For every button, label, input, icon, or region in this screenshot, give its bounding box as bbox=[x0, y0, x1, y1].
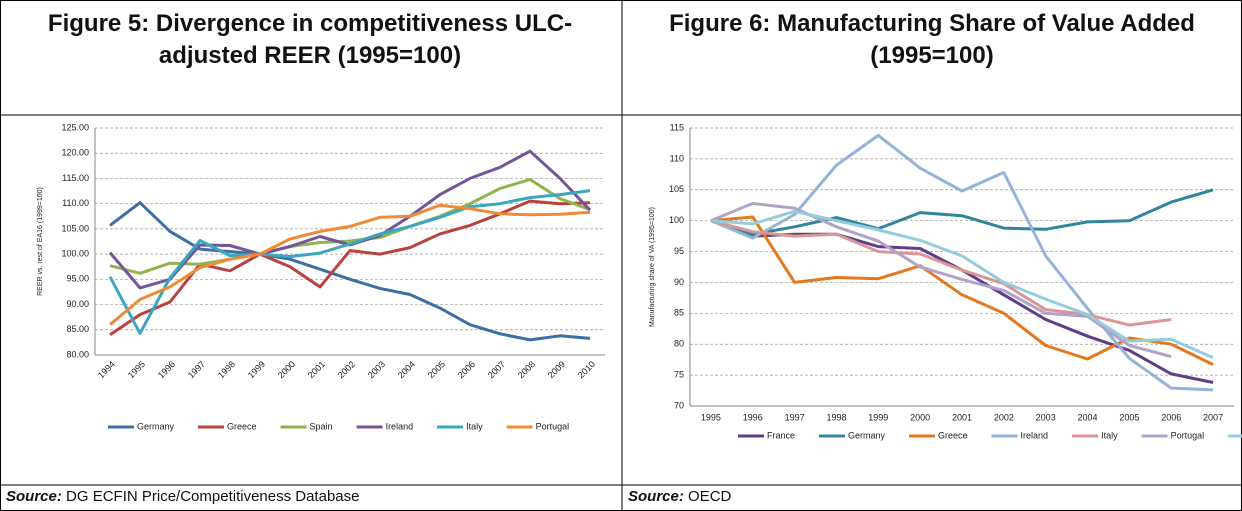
x-tick-label: 2006 bbox=[1161, 412, 1181, 422]
x-tick-label: 2010 bbox=[576, 359, 597, 380]
y-tick-label: 85.00 bbox=[66, 324, 89, 334]
legend-label: Germany bbox=[137, 421, 175, 431]
x-tick-label: 2000 bbox=[276, 359, 297, 380]
legend-label: Greece bbox=[227, 421, 257, 431]
x-tick-label: 2004 bbox=[396, 359, 417, 380]
y-axis-label: Manufacturing share of VA (1995=100) bbox=[649, 207, 656, 327]
y-tick-label: 125.00 bbox=[61, 122, 89, 132]
x-tick-label: 2008 bbox=[516, 359, 537, 380]
x-tick-label: 2000 bbox=[910, 412, 930, 422]
series-line bbox=[710, 188, 1214, 236]
y-tick-label: 75 bbox=[674, 369, 684, 379]
y-tick-label: 95 bbox=[674, 246, 684, 256]
source-note: Source: DG ECFIN Price/Competitiveness D… bbox=[6, 488, 359, 505]
y-tick-label: 95.00 bbox=[66, 274, 89, 284]
x-tick-label: 2007 bbox=[1203, 412, 1223, 422]
x-tick-label: 1995 bbox=[126, 359, 147, 380]
series-line bbox=[109, 201, 591, 342]
x-tick-label: 2005 bbox=[1119, 412, 1139, 422]
y-tick-label: 100.00 bbox=[61, 248, 89, 258]
source-label: Source: bbox=[6, 488, 62, 505]
legend-label: Germany bbox=[848, 430, 886, 440]
legend-label: France bbox=[767, 430, 795, 440]
x-tick-label: 2009 bbox=[546, 359, 567, 380]
x-tick-label: 2006 bbox=[456, 359, 477, 380]
y-tick-label: 115 bbox=[670, 122, 684, 132]
x-tick-label: 2001 bbox=[952, 412, 972, 422]
series-line bbox=[109, 203, 591, 326]
x-tick-label: 2007 bbox=[486, 359, 507, 380]
x-tick-label: 1994 bbox=[96, 359, 117, 380]
legend-label: Greece bbox=[938, 430, 968, 440]
x-tick-label: 1998 bbox=[216, 359, 237, 380]
x-tick-label: 1999 bbox=[246, 359, 267, 380]
y-tick-label: 80.00 bbox=[66, 349, 89, 359]
y-tick-label: 110 bbox=[670, 153, 684, 163]
series-line bbox=[108, 189, 591, 335]
x-tick-label: 2002 bbox=[994, 412, 1014, 422]
x-tick-label: 2003 bbox=[1036, 412, 1056, 422]
y-tick-label: 90.00 bbox=[66, 299, 89, 309]
source-label: Source: bbox=[628, 488, 684, 505]
y-tick-label: 115.00 bbox=[62, 173, 89, 183]
y-tick-label: 90 bbox=[674, 277, 684, 287]
x-tick-label: 2001 bbox=[306, 359, 327, 380]
series-line bbox=[710, 219, 1214, 384]
series-line bbox=[108, 149, 592, 290]
legend-label: Ireland bbox=[386, 421, 414, 431]
series-line bbox=[710, 215, 1214, 366]
x-tick-label: 1996 bbox=[743, 412, 763, 422]
figure-title: Figure 5: Divergence in competitiveness … bbox=[47, 10, 573, 69]
y-tick-label: 85 bbox=[674, 308, 684, 318]
legend-label: Spain bbox=[310, 421, 333, 431]
y-axis-label: REER vs. rest of EA16 (1999=100) bbox=[37, 187, 44, 296]
y-tick-label: 100 bbox=[669, 215, 684, 225]
x-tick-label: 1997 bbox=[785, 412, 805, 422]
series-line bbox=[710, 209, 1214, 360]
x-tick-label: 1999 bbox=[868, 412, 888, 422]
x-tick-label: 2005 bbox=[426, 359, 447, 380]
y-tick-label: 70 bbox=[674, 400, 684, 410]
y-tick-label: 105 bbox=[669, 184, 684, 194]
legend-label: Portugal bbox=[1171, 430, 1205, 440]
legend-label: Italy bbox=[466, 421, 483, 431]
x-tick-label: 1995 bbox=[701, 412, 721, 422]
x-tick-label: 1998 bbox=[826, 412, 846, 422]
legend-label: Portugal bbox=[536, 421, 570, 431]
series-line bbox=[109, 199, 591, 337]
source-text: OECD bbox=[688, 488, 732, 505]
x-tick-label: 2003 bbox=[366, 359, 387, 380]
x-tick-label: 1996 bbox=[156, 359, 177, 380]
source-text: DG ECFIN Price/Competitiveness Database bbox=[66, 488, 360, 505]
legend-label: Ireland bbox=[1021, 430, 1049, 440]
series-line bbox=[710, 133, 1214, 392]
x-tick-label: 2002 bbox=[336, 359, 357, 380]
figure-title: Figure 6: Manufacturing Share of Value A… bbox=[669, 10, 1195, 69]
y-tick-label: 80 bbox=[674, 339, 684, 349]
x-tick-label: 2004 bbox=[1078, 412, 1098, 422]
series-line bbox=[710, 219, 1172, 327]
series-line bbox=[109, 178, 591, 275]
source-note: Source: OECD bbox=[628, 488, 731, 505]
y-tick-label: 110.00 bbox=[62, 198, 89, 208]
legend-label: Italy bbox=[1101, 430, 1118, 440]
y-tick-label: 120.00 bbox=[61, 148, 89, 158]
y-tick-label: 105.00 bbox=[61, 223, 89, 233]
x-tick-label: 1997 bbox=[186, 359, 207, 380]
series-line bbox=[710, 201, 1172, 359]
